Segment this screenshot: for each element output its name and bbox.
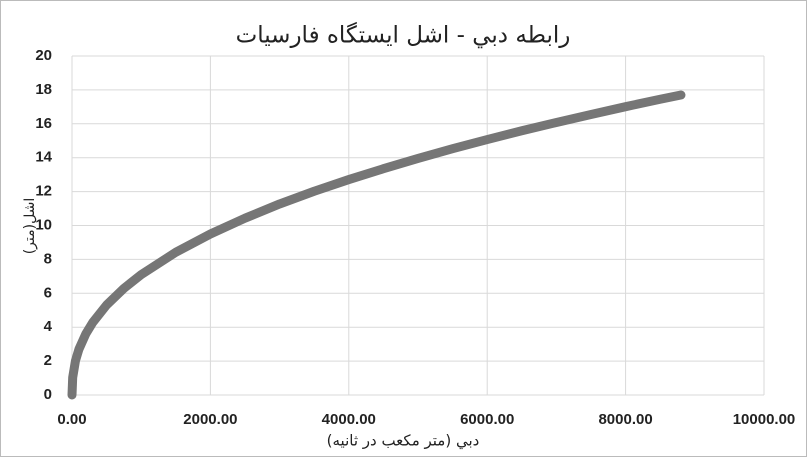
y-tick-label: 8 — [44, 250, 52, 267]
x-tick-label: 2000.00 — [183, 411, 237, 428]
x-tick-label: 4000.00 — [322, 411, 376, 428]
x-axis-label: دبي (متر مكعب در ثانيه) — [327, 432, 480, 451]
data-line — [67, 90, 686, 400]
y-tick-label: 18 — [35, 81, 52, 98]
y-tick-label: 12 — [35, 183, 52, 200]
x-tick-label: 10000.00 — [733, 411, 796, 428]
x-tick-label: 8000.00 — [598, 411, 652, 428]
y-tick-label: 4 — [44, 318, 53, 335]
chart-title: رابطه دبي - اشل ايستگاه فارسيات — [236, 22, 571, 49]
y-axis-label: اشل(متر) — [22, 198, 38, 255]
y-tick-label: 0 — [44, 386, 52, 403]
y-tick-label: 2 — [44, 352, 52, 369]
y-tick-label: 6 — [44, 284, 52, 301]
y-tick-label: 10 — [35, 216, 52, 233]
x-tick-label: 6000.00 — [460, 411, 514, 428]
y-tick-label: 16 — [35, 115, 52, 132]
y-tick-label: 14 — [35, 149, 52, 166]
x-tick-label: 0.00 — [57, 411, 86, 428]
y-tick-label: 20 — [35, 47, 52, 64]
